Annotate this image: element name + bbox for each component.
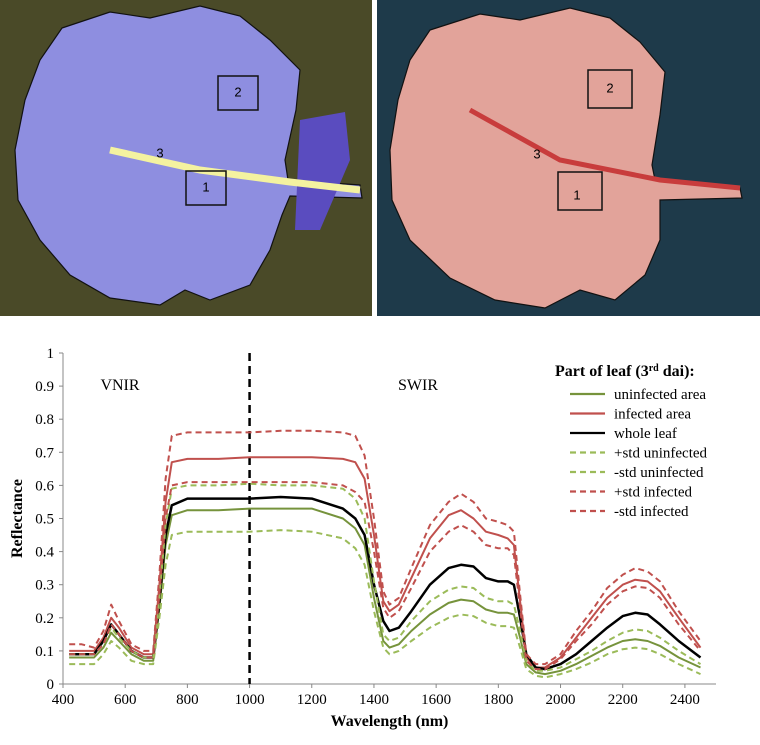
roi-box bbox=[587, 69, 633, 109]
y-tick-label: 0.7 bbox=[35, 445, 54, 461]
x-tick-label: 2200 bbox=[608, 692, 638, 708]
x-tick-label: 1600 bbox=[421, 692, 451, 708]
roi-box bbox=[217, 75, 259, 111]
midrib bbox=[109, 146, 361, 194]
annotation: SWIR bbox=[398, 377, 438, 394]
legend-title-part: dai): bbox=[659, 363, 695, 380]
midrib bbox=[468, 107, 741, 191]
image-right: 1 2 3 bbox=[377, 0, 760, 316]
x-tick-label: 1200 bbox=[297, 692, 327, 708]
roi-label: 3 bbox=[156, 145, 163, 160]
y-tick-label: 0.5 bbox=[35, 512, 54, 528]
y-tick-label: 0.1 bbox=[35, 644, 54, 660]
x-tick-label: 2000 bbox=[546, 692, 576, 708]
annotation: VNIR bbox=[100, 377, 139, 394]
roi-label: 2 bbox=[606, 80, 613, 95]
legend-title-part: rd bbox=[649, 363, 659, 374]
roi-box bbox=[185, 170, 227, 206]
x-tick-label: 1400 bbox=[359, 692, 389, 708]
x-tick-label: 1000 bbox=[235, 692, 265, 708]
series-line bbox=[69, 481, 702, 671]
legend-label: +std infected bbox=[614, 485, 693, 501]
x-axis-title: Wavelength (nm) bbox=[331, 713, 449, 730]
x-tick-label: 400 bbox=[52, 692, 75, 708]
leaf bbox=[14, 5, 363, 306]
y-tick-label: 0.2 bbox=[35, 611, 54, 627]
legend-label: whole leaf bbox=[614, 426, 677, 442]
legend-label: infected area bbox=[614, 407, 691, 423]
y-tick-label: 0.9 bbox=[35, 379, 54, 395]
y-tick-label: 1 bbox=[47, 346, 55, 362]
legend-title: Part of leaf (3rd dai): bbox=[555, 363, 695, 381]
x-tick-label: 600 bbox=[114, 692, 137, 708]
y-tick-label: 0.3 bbox=[35, 578, 54, 594]
image-left: 1 2 3 bbox=[0, 0, 372, 316]
legend-label: +std uninfected bbox=[614, 446, 708, 462]
y-tick-label: 0.8 bbox=[35, 412, 54, 428]
y-tick-label: 0.6 bbox=[35, 478, 54, 494]
series-line bbox=[69, 456, 702, 669]
series-line bbox=[69, 529, 701, 679]
x-tick-label: 800 bbox=[176, 692, 199, 708]
legend-title-part: Part of leaf (3 bbox=[555, 363, 649, 380]
y-tick-label: 0.4 bbox=[35, 545, 54, 561]
roi-label: 2 bbox=[234, 84, 241, 99]
roi-box bbox=[557, 171, 603, 211]
roi-label: 1 bbox=[202, 179, 209, 194]
series-line bbox=[69, 507, 701, 676]
series-line bbox=[69, 429, 702, 666]
x-tick-label: 1800 bbox=[483, 692, 513, 708]
roi-label: 1 bbox=[573, 187, 580, 202]
legend-label: -std uninfected bbox=[614, 465, 704, 481]
legend-label: -std infected bbox=[614, 504, 689, 520]
roi-label: 3 bbox=[533, 146, 540, 161]
x-tick-label: 2400 bbox=[670, 692, 700, 708]
y-axis-title: Reflectance bbox=[9, 479, 26, 558]
leaf-petiole-area bbox=[295, 112, 350, 230]
leaf bbox=[389, 7, 743, 309]
y-tick-label: 0 bbox=[47, 677, 55, 693]
legend-label: uninfected area bbox=[614, 387, 706, 403]
